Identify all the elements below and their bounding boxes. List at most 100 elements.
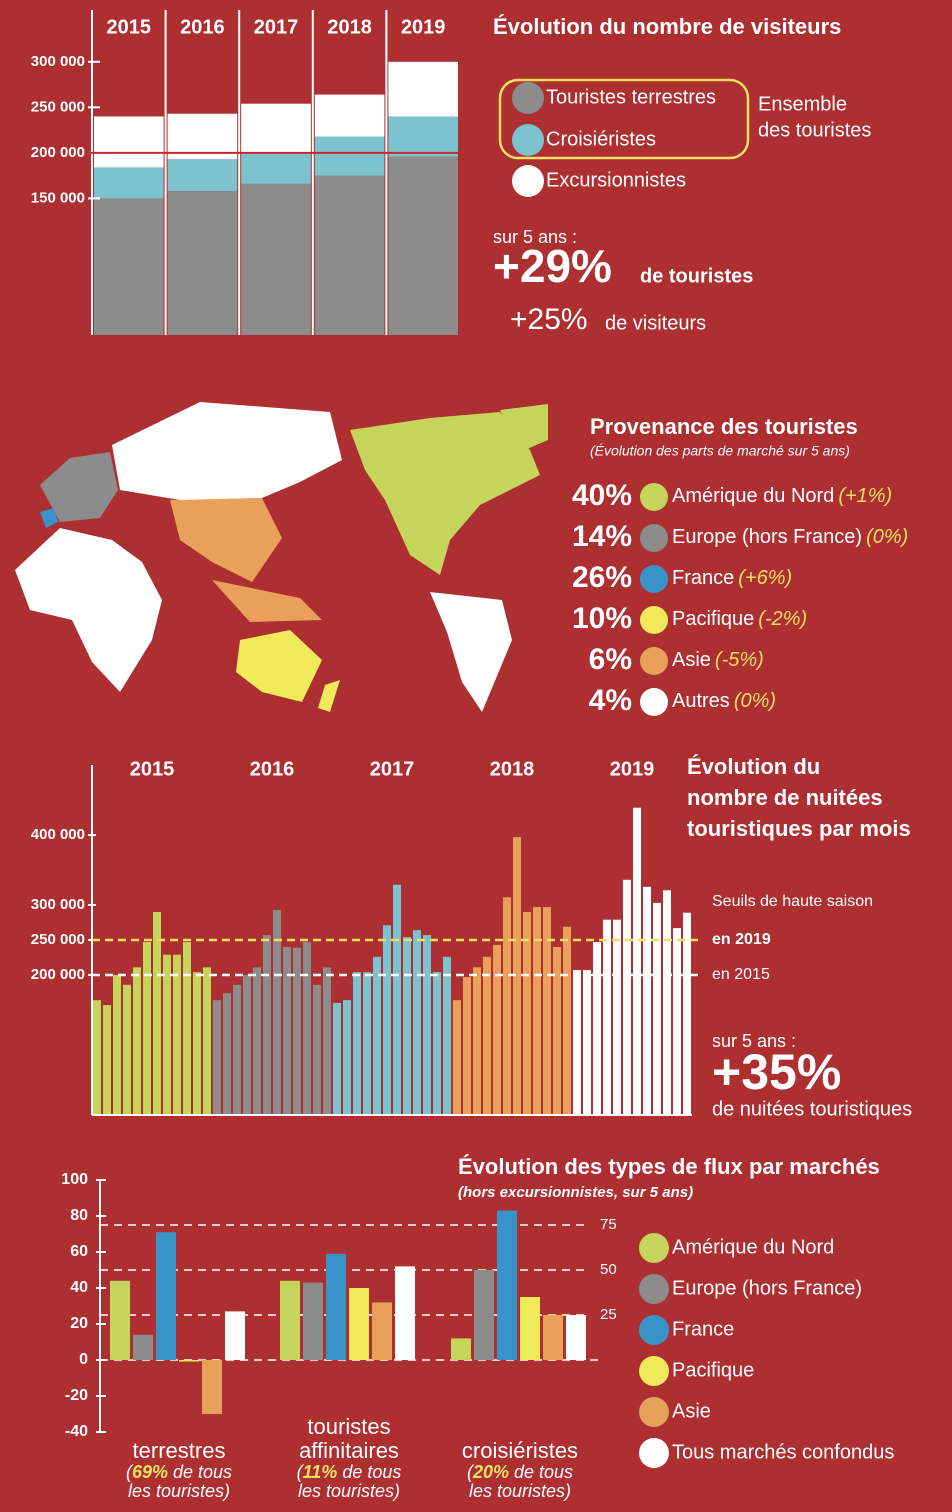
region-row: France (+6%) xyxy=(672,567,792,589)
year-label: 2016 xyxy=(250,758,295,780)
y-tick-label: -40 xyxy=(65,1423,88,1440)
bar xyxy=(183,942,191,1115)
legend-swatch xyxy=(639,1438,669,1468)
region-change: (0%) xyxy=(734,690,776,712)
bar xyxy=(173,954,181,1115)
category-note-line2: les touristes) xyxy=(469,1481,571,1501)
bar xyxy=(123,984,131,1115)
region-label: Amérique du Nord xyxy=(672,485,834,507)
x-tick-label: 2017 xyxy=(254,16,299,38)
stat-big: +35% xyxy=(712,1044,841,1100)
year-label: 2018 xyxy=(490,758,535,780)
section-title: Provenance des touristes xyxy=(590,414,858,439)
bar xyxy=(653,902,661,1115)
x-tick-label: 2016 xyxy=(180,16,225,38)
bar xyxy=(603,919,611,1115)
y-tick-label: 60 xyxy=(70,1243,88,1260)
region-swatch xyxy=(640,688,668,716)
share-label: 26% xyxy=(572,561,632,594)
legend-label: Europe (hors France) xyxy=(672,1277,862,1299)
bar-segment xyxy=(241,103,311,153)
region-change: (-5%) xyxy=(715,649,764,671)
bar xyxy=(383,925,391,1115)
note-rest: de tous xyxy=(168,1462,232,1482)
chart-title: Évolution des types de flux par marchés xyxy=(458,1154,880,1179)
category-label: touristes affinitaires xyxy=(299,1414,399,1463)
note-share: 69% xyxy=(132,1462,168,1482)
category-label-line: touristes xyxy=(307,1414,390,1439)
bar xyxy=(303,942,311,1115)
legend-swatch xyxy=(639,1315,669,1345)
region-swatch xyxy=(640,565,668,593)
bar xyxy=(263,935,271,1115)
bar xyxy=(566,1315,586,1360)
y-tick-label: 0 xyxy=(79,1351,88,1368)
y-tick-label: 200 000 xyxy=(31,966,85,983)
bar xyxy=(543,907,551,1115)
bar-segment xyxy=(94,167,164,199)
bar xyxy=(163,954,171,1115)
bar xyxy=(110,1280,130,1360)
bar xyxy=(303,1282,323,1360)
y2-tick-label: 50 xyxy=(600,1261,617,1278)
bar xyxy=(153,912,161,1115)
category-note: (20% de tous xyxy=(467,1462,573,1482)
chart-title: Évolution du xyxy=(687,754,820,779)
bar-segment xyxy=(388,61,458,117)
bar xyxy=(349,1288,369,1360)
map-region xyxy=(40,452,118,522)
stat-big-text: de nuitées touristiques xyxy=(712,1098,912,1120)
bar xyxy=(463,977,471,1115)
bar xyxy=(451,1338,471,1360)
bar xyxy=(93,1000,101,1115)
category-note-line2: les touristes) xyxy=(128,1481,230,1501)
bar xyxy=(413,930,421,1115)
bar xyxy=(103,1005,111,1115)
y-tick-label: 100 xyxy=(61,1171,88,1188)
bar xyxy=(523,912,531,1115)
bar xyxy=(683,912,691,1115)
region-label: Europe (hors France) xyxy=(672,526,862,548)
stat-intro: sur 5 ans : xyxy=(712,1031,796,1051)
bar xyxy=(563,926,571,1115)
region-row: Pacifique (-2%) xyxy=(672,608,807,630)
legend-swatch xyxy=(512,165,544,197)
note-open: ( xyxy=(297,1462,305,1482)
region-swatch xyxy=(640,524,668,552)
category-note: (11% de tous xyxy=(297,1462,402,1482)
y-tick-label: 300 000 xyxy=(31,896,85,913)
legend-label: Croisiéristes xyxy=(546,128,656,150)
year-label: 2019 xyxy=(610,758,655,780)
y-tick-label: 150 000 xyxy=(31,189,85,206)
bar xyxy=(443,956,451,1115)
region-label: Asie xyxy=(672,649,711,671)
bar-segment xyxy=(314,94,385,137)
bar xyxy=(133,1334,153,1360)
bar xyxy=(179,1360,199,1362)
bar xyxy=(520,1297,540,1360)
bar xyxy=(293,947,301,1115)
threshold-title: Seuils de haute saison xyxy=(712,893,873,910)
chart-title: touristiques par mois xyxy=(687,816,911,841)
y-tick-label: 20 xyxy=(70,1315,88,1332)
category-note-line2: les touristes) xyxy=(298,1481,400,1501)
bar-segment xyxy=(241,152,311,184)
legend-swatch xyxy=(639,1397,669,1427)
legend-group-box xyxy=(498,78,750,160)
share-label: 14% xyxy=(572,520,632,553)
bar xyxy=(513,837,521,1115)
map-region xyxy=(112,402,342,500)
bar xyxy=(243,975,251,1115)
bar xyxy=(133,967,141,1115)
note-share: 20% xyxy=(472,1462,509,1482)
region-row: Autres (0%) xyxy=(672,690,776,712)
bar xyxy=(497,1210,517,1360)
bar xyxy=(673,928,681,1115)
threshold-label: en 2015 xyxy=(712,966,770,983)
x-tick-label: 2019 xyxy=(401,16,446,38)
bar-segment xyxy=(388,116,458,157)
share-label: 10% xyxy=(572,602,632,635)
note-rest: de tous xyxy=(509,1462,573,1482)
note-open: ( xyxy=(467,1462,475,1482)
bar xyxy=(573,970,581,1115)
